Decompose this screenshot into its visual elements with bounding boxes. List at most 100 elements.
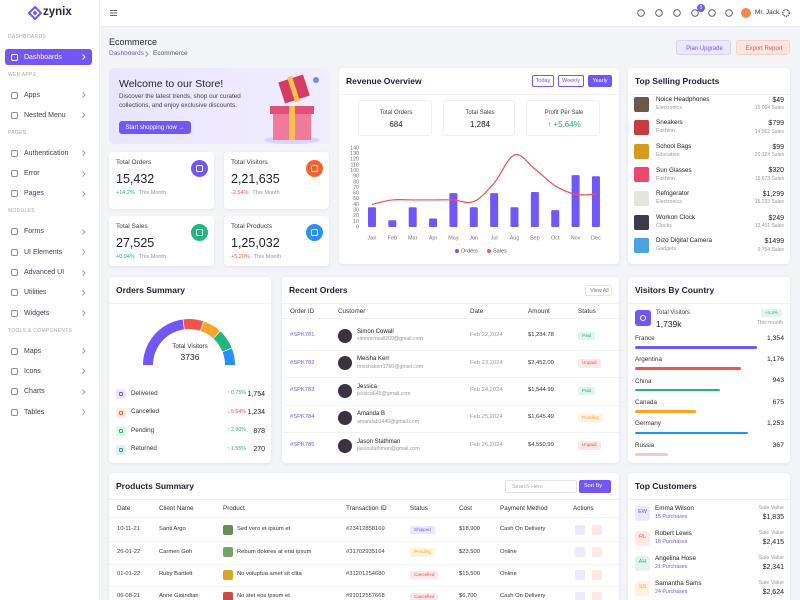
order-id[interactable]: #SPK782 [290,359,315,366]
menu-item[interactable]: Tables [24,408,45,416]
sidebar-heading: DASHBOARDS [8,33,47,40]
product-name: Sun Glasses [656,166,692,174]
order-date: Feb 24,2024 [470,386,503,393]
notification-count: 5 [699,4,703,11]
sidebar-heading: TOOLS & COMPONENTS [8,327,73,334]
cell: Cash On Delivery [500,593,546,600]
delete-action[interactable] [592,592,602,600]
view-all-button[interactable]: View All [585,285,612,296]
chevron-icon [82,191,86,197]
chevron-icon [82,368,86,375]
row-divider [282,349,619,351]
search-input[interactable]: Search Here [505,480,577,493]
country-name: Argentina [635,356,662,364]
chevron [145,51,149,57]
y-tick-label: 40 [353,202,359,208]
cell: 10-11-21 [117,526,140,533]
visitors-value: 1,739k [656,318,682,329]
gift-ribbon [287,76,300,103]
menu-item[interactable]: Charts [24,388,45,396]
breadcrumb[interactable]: Dashboards [109,49,145,57]
order-id[interactable]: #SPK781 [290,332,315,339]
stat-icon-glyph [311,165,318,172]
product-category: Fashion [656,175,675,182]
edit-action[interactable] [575,525,585,535]
menu-item[interactable]: Authentication [24,149,69,157]
button-label: Sort By [583,482,603,489]
customer-initials: AH [638,559,647,566]
customer-email: amandab1446@gmail.com [357,418,420,425]
export-report-button[interactable]: Export Report [736,40,790,55]
sidebar-heading: PAGES [8,129,27,136]
chevron [82,368,86,375]
summary-value: 684 [389,120,403,129]
sale-value: $2,624 [762,589,784,596]
status-badge: Unpaid [578,359,601,368]
column-header: Status [578,307,596,315]
product-name: Dizo Digital Camera [656,237,712,245]
delete-action[interactable] [592,547,602,558]
customer-name: Samantha Sams [655,579,702,587]
order-id[interactable]: #SPK783 [290,386,315,393]
customer-name: Jason Stathman [357,438,401,445]
filter-label: Weekly [562,77,580,84]
product-image [634,167,649,183]
filter-button[interactable]: Weekly [558,75,584,87]
header-icon [725,9,733,17]
filter-label: Yearly [592,77,608,84]
user-name[interactable]: Mr. Jack [755,8,780,16]
delete-action[interactable] [592,569,602,580]
customer-purchases: 15 Purchases [655,513,688,520]
shop-button[interactable]: Start shopping now → [119,121,191,134]
menu-item[interactable]: Widgets [24,309,50,317]
delete-action[interactable] [592,525,602,535]
filter-button[interactable]: Yearly [588,75,612,87]
customer-name: Emma Wilson [655,504,694,512]
legend-label: Sales [493,248,507,254]
summary-label: Total Orders [379,110,413,116]
status-badge: Paid [578,331,596,341]
edit-action[interactable] [575,547,585,558]
stat-icon [306,160,323,177]
menu-item[interactable]: Error [24,170,40,178]
stat-card: Total Sales 27,525 +0.94% This Month [109,216,214,266]
welcome-title: Welcome to our Store! [119,77,224,90]
bar [591,176,600,227]
status-badge: Pending [578,413,603,423]
header-icon-shape [691,9,699,17]
plan-upgrade-button[interactable]: Plan Upgrade [676,40,731,55]
chevron-icon [82,310,86,316]
order-date: Feb 23,2024 [470,359,503,366]
menu-item[interactable]: Icons [24,367,41,375]
sort-button[interactable]: Sort By [579,480,611,493]
menu-item[interactable]: Utilities [24,289,47,297]
order-id[interactable]: #SPK785 [290,441,315,448]
row-divider [282,431,619,433]
column-header: Client Name [159,504,194,512]
edit-action[interactable] [575,592,585,600]
x-tick-label: Jan [368,235,377,241]
menu-item[interactable]: Maps [24,347,42,355]
order-id[interactable]: #SPK784 [290,414,315,421]
menu-item[interactable]: Apps [24,91,40,99]
order-amount: $2,452.00 [528,359,554,366]
chevron-icon [82,92,86,98]
filter-button[interactable]: Today [532,75,554,87]
menu-item[interactable]: Nested Menu [24,111,66,119]
menu-item[interactable]: Dashboards [24,53,62,61]
divider [628,94,790,95]
edit-action[interactable] [575,569,585,580]
gauge-segment [143,319,184,365]
menu-item[interactable]: Pages [24,190,44,198]
x-tick-label: Mar [408,235,418,241]
stat-icon [191,224,208,241]
menu-item[interactable]: Advanced UI [24,269,65,276]
logo-shape [27,5,43,21]
x-tick-label: Oct [551,235,560,241]
product-image [634,120,649,136]
menu-item[interactable]: Forms [24,228,44,236]
card-title: Products Summary [116,480,194,491]
order-change: ↑ 2.90% [226,427,246,434]
menu-item[interactable]: UI Elements [24,248,63,256]
y-tick-label: 90 [353,174,359,180]
